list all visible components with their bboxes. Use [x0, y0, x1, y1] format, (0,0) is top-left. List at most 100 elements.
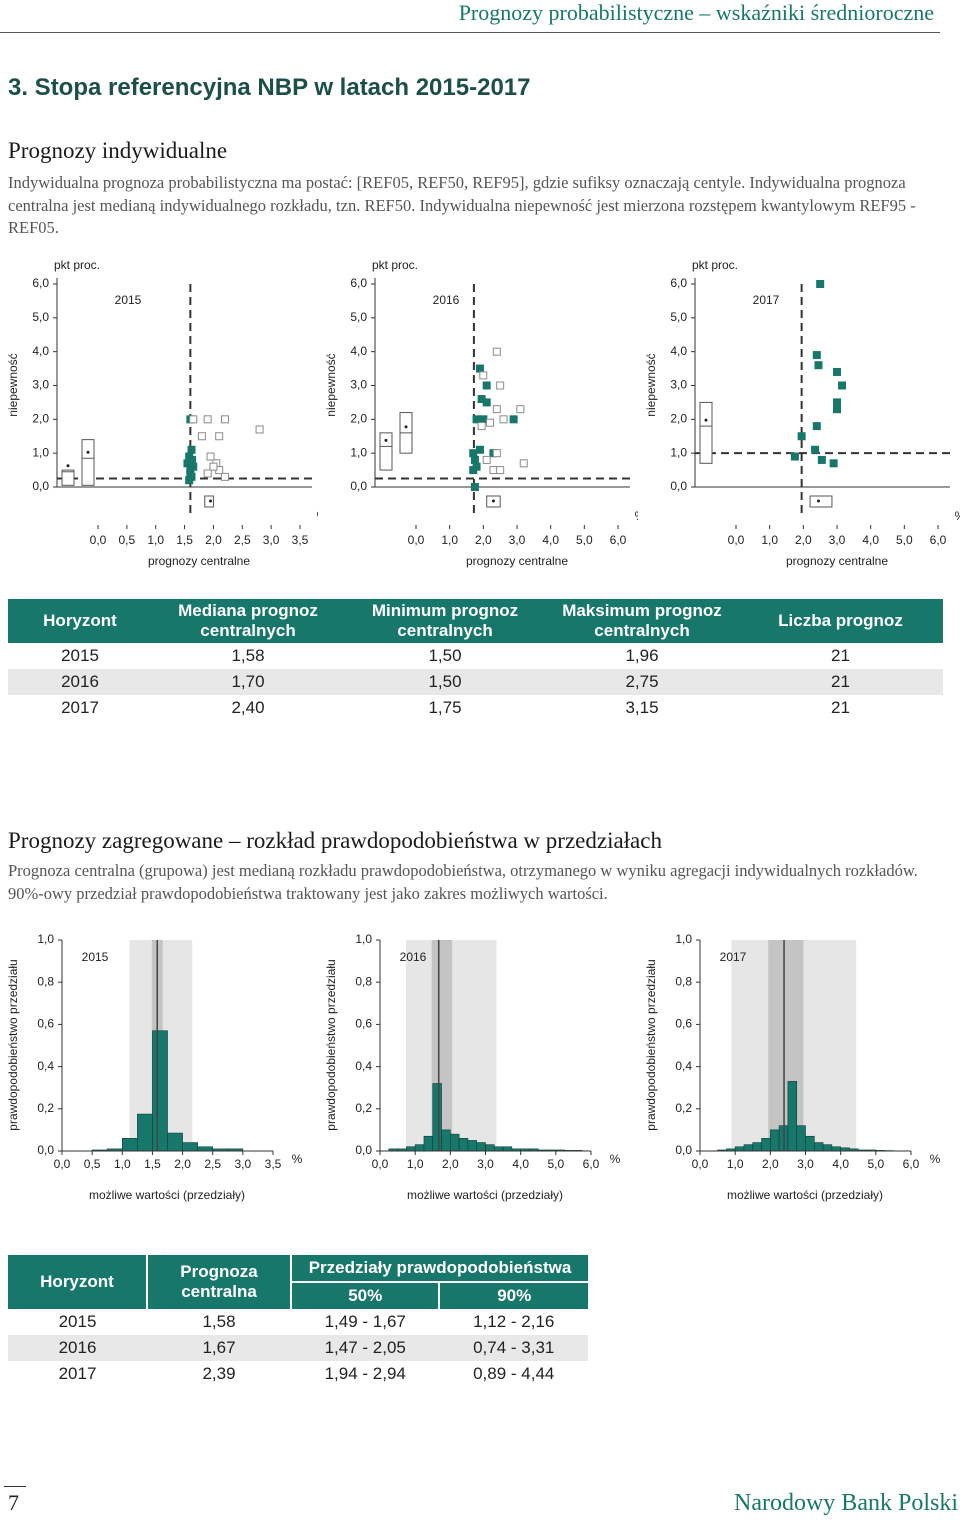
point — [479, 415, 488, 424]
publisher: Narodowy Bank Polski — [734, 1490, 958, 1516]
point — [482, 381, 491, 390]
point — [189, 462, 198, 471]
point — [812, 351, 821, 360]
table-cell: 2017 — [61, 698, 99, 717]
bar — [414, 1144, 425, 1152]
bar — [152, 1030, 168, 1152]
x-tick-label: 2,5 — [204, 1157, 221, 1171]
chart-title: 2016 — [400, 950, 427, 964]
y-tick-label: 0,2 — [355, 1101, 372, 1115]
point — [203, 469, 212, 478]
x-axis-label: prognozy centralne — [466, 554, 568, 568]
header-cell: Prognoza centralna — [147, 1255, 292, 1309]
table-cell: 1,50 — [428, 646, 462, 665]
individual-section: Prognozy indywidualne Indywidualna progn… — [8, 138, 948, 240]
x-tick-label: 3,5 — [292, 533, 309, 547]
y-box — [379, 432, 393, 471]
point — [470, 455, 479, 464]
x-box-median — [209, 499, 213, 503]
x-tick-label: 1,0 — [727, 1157, 744, 1171]
table-cell: 21 — [738, 669, 943, 695]
x-unit: % — [635, 509, 638, 523]
y-tick-label: 1,0 — [32, 445, 49, 459]
y-tick-label: 0,2 — [37, 1101, 54, 1115]
x-tick-label: 3,0 — [477, 1157, 494, 1171]
bar — [805, 1135, 815, 1152]
table-cell: 2016 — [8, 669, 152, 695]
point — [509, 415, 518, 424]
bar — [502, 1146, 513, 1152]
bar — [476, 1142, 486, 1152]
y-tick-label: 6,0 — [350, 276, 367, 290]
bar — [137, 1113, 153, 1152]
point — [479, 371, 488, 380]
x-tick-label: 0,0 — [728, 533, 745, 547]
y-tick-label: 0,0 — [32, 479, 49, 493]
x-tick-label: 1,0 — [441, 533, 458, 547]
y-box — [699, 401, 713, 464]
x-tick-label: 5,0 — [867, 1157, 884, 1171]
x-box — [809, 495, 833, 508]
scatter-chart: pkt proc. 2017 niepewność prognozy centraln… — [644, 258, 960, 568]
table-cell: 1,67 — [147, 1335, 291, 1361]
y-tick-label: 4,0 — [670, 344, 687, 358]
x-tick-label: 0,0 — [692, 1157, 709, 1171]
table-cell: 2017 — [58, 1364, 97, 1383]
paragraph: Prognoza centralna (grupowa) jest median… — [8, 861, 918, 903]
header-cell: Przedziały prawdopodobieństwa — [291, 1255, 588, 1283]
point — [475, 445, 484, 454]
bar — [485, 1144, 495, 1152]
x-tick-label: 0,0 — [372, 1157, 389, 1171]
chart-title: 2017 — [720, 950, 747, 964]
y-unit: pkt proc. — [54, 258, 100, 272]
point — [812, 422, 821, 431]
point — [833, 367, 841, 376]
point — [492, 405, 501, 414]
x-tick-label: 2,0 — [795, 533, 812, 547]
y-tick-label: 1,0 — [350, 445, 367, 459]
x-tick-label: 0,5 — [84, 1157, 101, 1171]
point — [833, 398, 841, 407]
subsection-title: Prognozy zagregowane – rozkład prawdopod… — [8, 828, 662, 853]
y-tick-label: 2,0 — [350, 412, 367, 426]
y-tick-label: 5,0 — [32, 310, 49, 324]
y-axis-label: niepewność — [644, 353, 658, 416]
y-tick-label: 0,6 — [675, 1017, 692, 1031]
x-tick-label: 2,0 — [762, 1157, 779, 1171]
table-cell: 1,12 - 2,16 — [473, 1312, 555, 1331]
table-row: 2017 2,40 1,75 3,15 21 — [8, 695, 943, 721]
table-cell: 1,47 - 2,05 — [291, 1335, 440, 1361]
point — [838, 381, 847, 390]
scatter-chart: pkt proc. 2015 niepewność prognozy centraln… — [6, 258, 318, 568]
x-tick-label: 6,0 — [930, 533, 947, 547]
bar — [467, 1140, 478, 1152]
histogram-chart: 2016 prawdopodobieństwo przedziału możliwe… — [324, 932, 620, 1202]
point — [209, 462, 218, 471]
x-tick-label: 1,5 — [176, 533, 193, 547]
page-number: 7 — [8, 1490, 19, 1515]
y-tick-label: 3,0 — [670, 378, 687, 392]
x-tick-label: 5,0 — [576, 533, 593, 547]
point — [477, 422, 486, 431]
x-tick-label: 6,0 — [903, 1157, 920, 1171]
table-cell: 0,89 - 4,44 — [473, 1364, 555, 1383]
point — [516, 405, 525, 414]
table-cell: 2015 — [58, 1312, 97, 1331]
bar — [787, 1081, 798, 1152]
chart-title: 2015 — [82, 950, 109, 964]
point — [469, 466, 478, 475]
point — [255, 425, 264, 434]
x-axis-label: możliwe wartości (przedziały) — [89, 1188, 245, 1202]
bar — [752, 1142, 762, 1152]
point — [499, 415, 508, 424]
x-tick-label: 0,0 — [54, 1157, 71, 1171]
point — [492, 449, 501, 458]
point — [185, 476, 194, 485]
point — [829, 459, 838, 468]
y-box-median-dot — [86, 450, 90, 454]
y-unit: pkt proc. — [692, 258, 738, 272]
x-tick-label: 1,0 — [147, 533, 164, 547]
chart-title: 2015 — [115, 293, 142, 307]
histogram-chart: 2015 prawdopodobieństwo przedziału możliwe… — [6, 932, 302, 1202]
